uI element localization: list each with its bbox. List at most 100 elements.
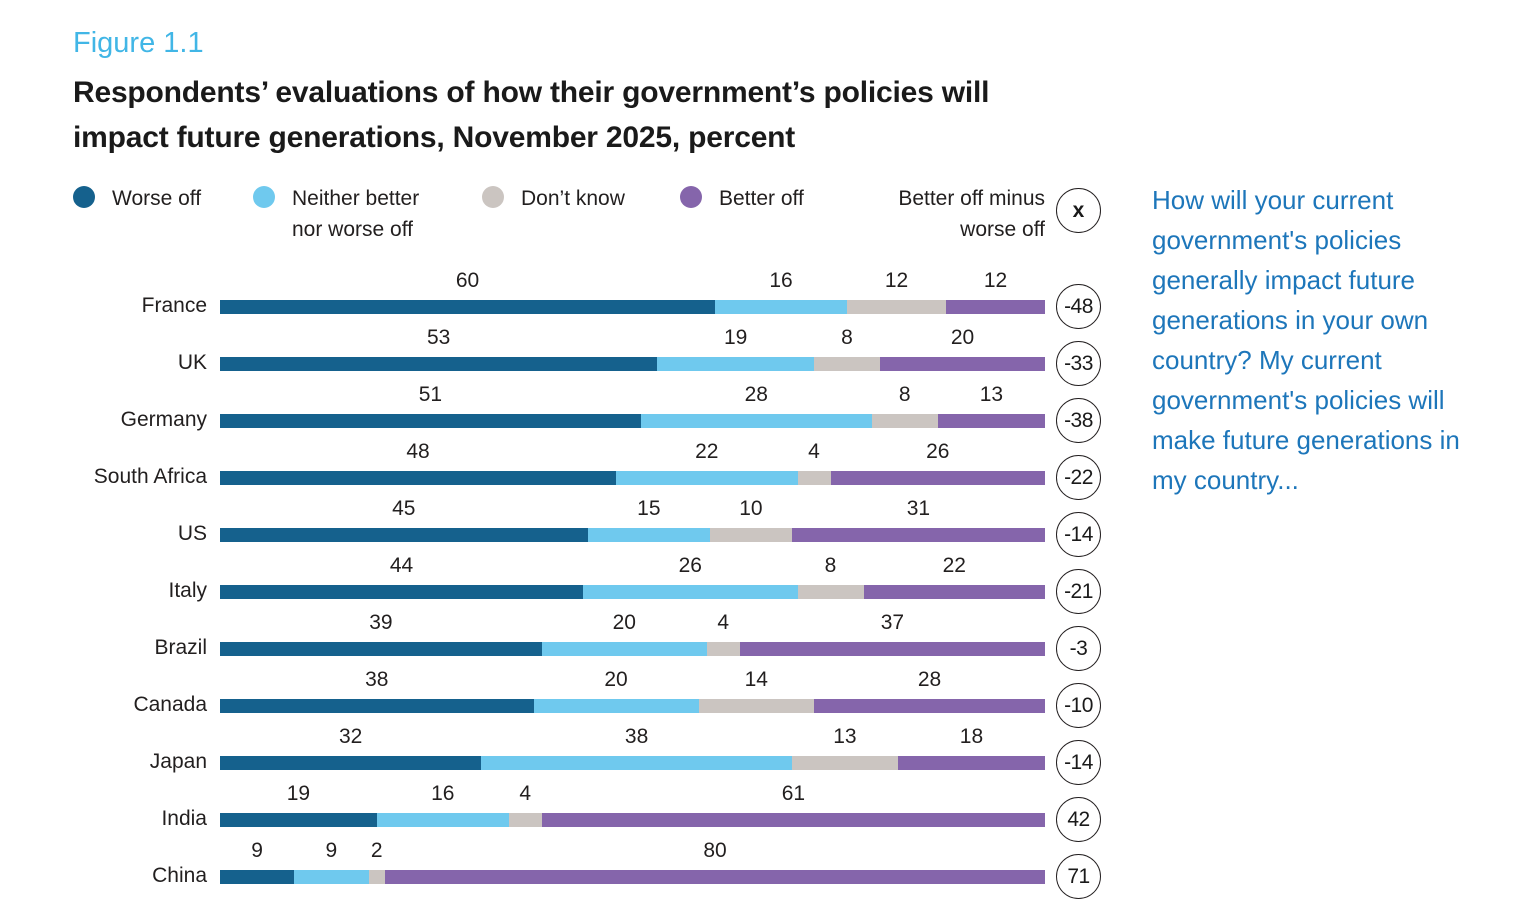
chart-row-india: India 19 16 4 61 42 [0,780,1514,842]
bar-segment [715,300,847,314]
chart-row-italy: Italy 44 26 8 22 -21 [0,552,1514,614]
segment-value-label: 13 [979,383,1004,406]
net-score-circle: -48 [1056,284,1101,329]
bar-segment [863,585,1045,599]
segment-value-label: 9 [251,839,263,862]
stacked-bar: 60 16 12 12 [220,269,1045,314]
chart-title-line-2: impact future generations, November 2025… [73,121,796,154]
bar-segment [791,528,1045,542]
segment-value-label: 15 [637,497,661,520]
segment-value-label: 10 [739,497,763,520]
bar-segment [814,357,880,371]
segment-value-label: 45 [392,497,416,520]
net-score-circle: -3 [1056,626,1101,671]
net-score-circle: -14 [1056,512,1101,557]
legend-item-dont-know: Don’t know [482,183,625,214]
segment-value-label: 20 [604,668,628,691]
segment-value-label: 16 [769,269,793,292]
chart-row-japan: Japan 32 38 13 18 -14 [0,723,1514,785]
bar-segment [830,471,1045,485]
stacked-bar: 19 16 4 61 [220,782,1045,827]
bar-segment [220,300,715,314]
legend-label: Don’t know [521,187,625,210]
net-score-circle: -10 [1056,683,1101,728]
chart-title: Respondents’ evaluations of how their go… [73,70,1073,160]
bar-segment [220,528,588,542]
segment-value-label: 48 [406,440,430,463]
net-score-circle: -14 [1056,740,1101,785]
bar-segment [897,756,1045,770]
net-score-circle: 42 [1056,797,1101,842]
net-symbol-circle: x [1056,188,1101,233]
bar-segment [946,300,1045,314]
bar-segment [937,414,1045,428]
segment-value-label: 37 [880,611,905,634]
bar-segment [220,585,583,599]
segment-value-label: 38 [624,725,649,748]
bar-segment [220,471,616,485]
figure-number: Figure 1.1 [73,27,204,59]
legend-item-neither: Neither better nor worse off [253,183,450,245]
bar-segment [616,471,798,485]
bar-segment [220,756,482,770]
segment-value-label: 26 [926,440,950,463]
segment-value-label: 13 [833,725,857,748]
country-label: Brazil [154,636,207,659]
country-label: UK [177,351,207,374]
segment-value-label: 80 [703,839,727,862]
segment-value-label: 51 [418,383,443,406]
segment-value-label: 53 [426,326,451,349]
worse-off-dot-icon [73,186,95,208]
segment-value-label: 31 [906,497,931,520]
legend-label: Worse off [112,187,202,210]
bar-segment [657,357,814,371]
segment-value-label: 4 [717,611,730,634]
country-label: Italy [168,579,207,602]
chart-row-germany: Germany 51 28 8 13 -38 [0,381,1514,443]
stacked-bar: 51 28 8 13 [220,383,1045,428]
legend-item-worse-off: Worse off [73,183,201,214]
segment-value-label: 12 [884,269,909,292]
chart-row-south-africa: South Africa 48 22 4 26 -22 [0,438,1514,500]
country-label: Japan [149,750,207,773]
bar-segment [294,870,369,884]
segment-value-label: 19 [286,782,311,805]
segment-value-label: 2 [370,839,383,862]
bar-segment [583,585,798,599]
country-label: India [161,807,207,830]
segment-value-label: 26 [678,554,702,577]
bar-segment [698,699,814,713]
segment-value-label: 4 [519,782,532,805]
legend-label: Better off [719,187,804,210]
chart-row-canada: Canada 38 20 14 28 -10 [0,666,1514,728]
bar-segment [368,870,385,884]
chart-row-france: France 60 16 12 12 -48 [0,267,1514,329]
bar-segment [814,699,1045,713]
stacked-bar: 38 20 14 28 [220,668,1045,713]
segment-value-label: 61 [781,782,806,805]
net-score-circle: -22 [1056,455,1101,500]
net-score-circle: 71 [1056,854,1101,899]
bar-segment [220,813,377,827]
bar-segment [541,813,1045,827]
bar-segment [587,528,711,542]
bar-segment [220,414,641,428]
segment-value-label: 8 [841,326,853,349]
segment-value-label: 14 [744,668,768,691]
segment-value-label: 38 [365,668,389,691]
segment-value-label: 20 [950,326,975,349]
segment-value-label: 8 [898,383,911,406]
bar-segment [710,528,792,542]
bar-segment [220,642,542,656]
bar-segment [797,585,864,599]
bar-segment [220,699,534,713]
segment-value-label: 4 [808,440,820,463]
bar-segment [385,870,1045,884]
country-label: Germany [120,408,207,431]
segment-value-label: 22 [695,440,719,463]
segment-value-label: 18 [959,725,984,748]
stacked-bar: 9 9 2 80 [220,839,1045,884]
country-label: US [177,522,207,545]
better-off-dot-icon [680,186,702,208]
